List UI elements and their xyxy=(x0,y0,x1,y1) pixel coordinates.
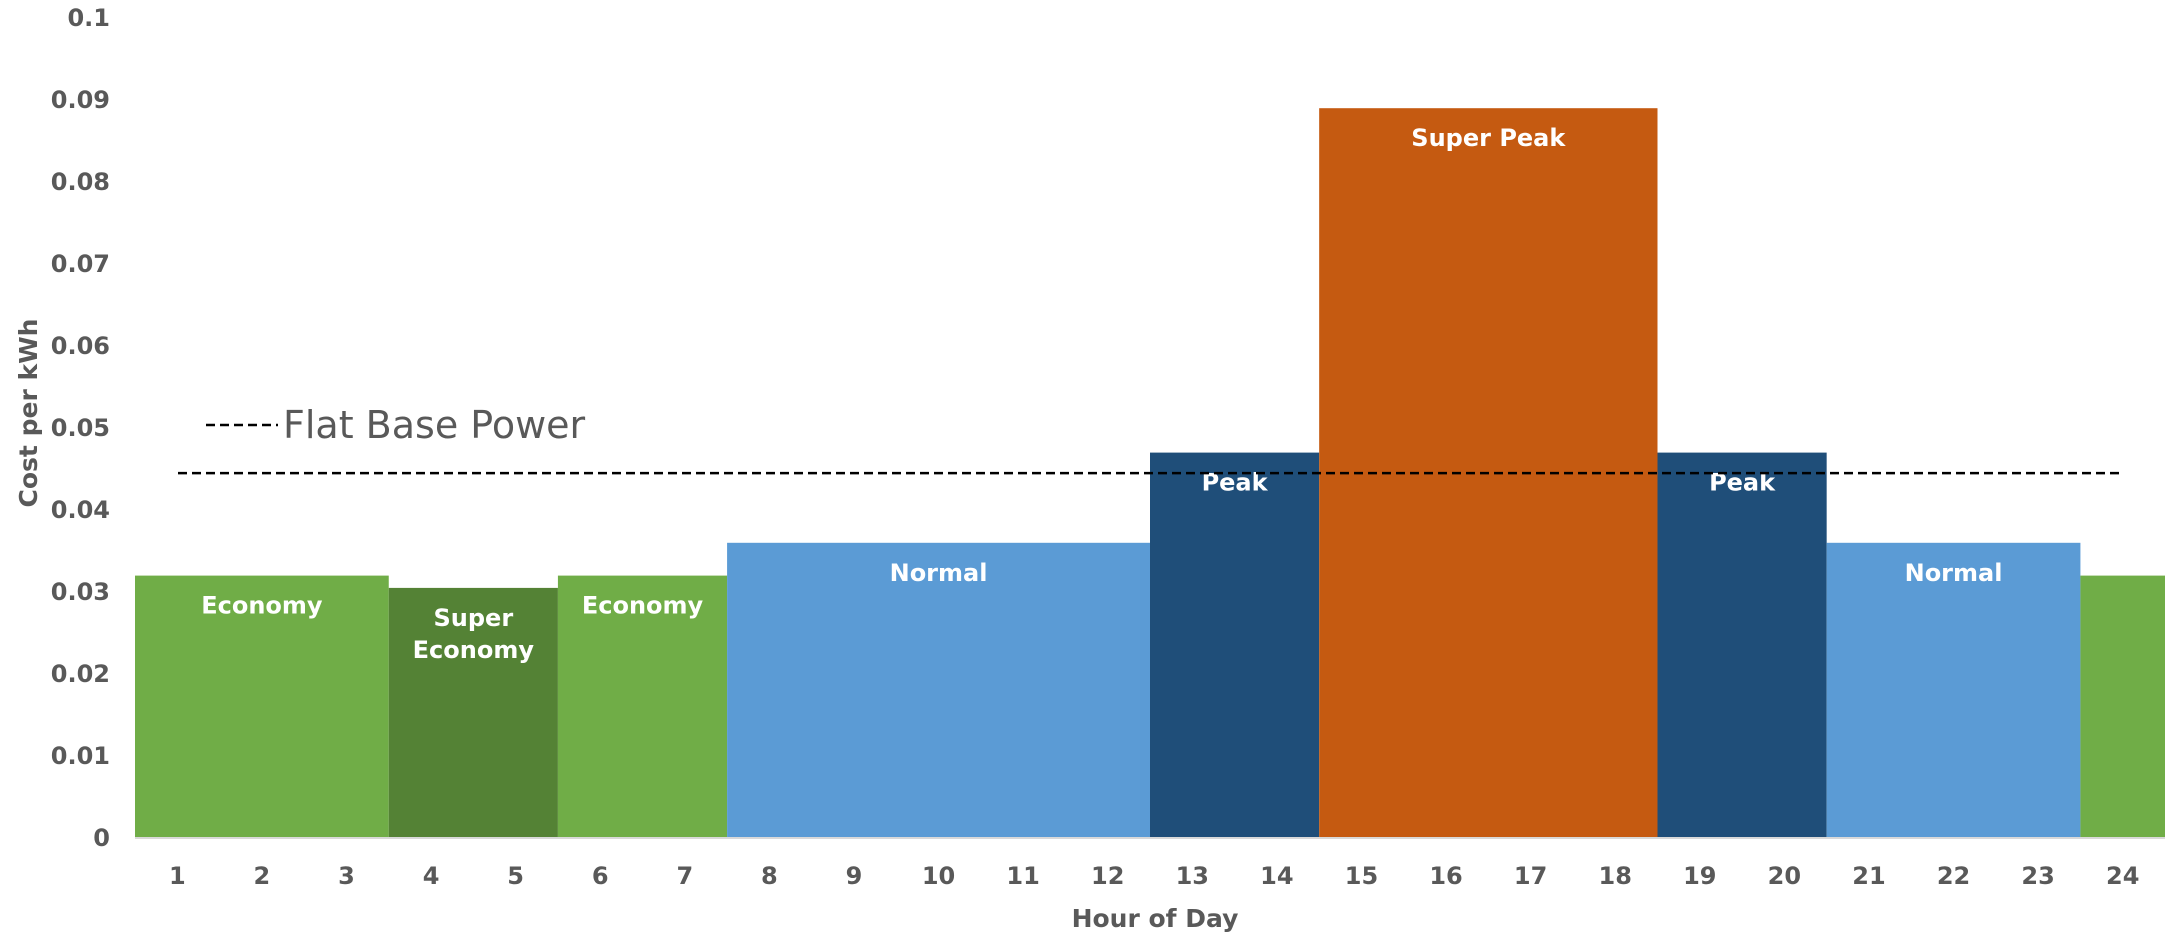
x-tick-label: 20 xyxy=(1768,862,1801,890)
band-label-2: Super Economy xyxy=(413,604,535,664)
band-labels: Economy Super EconomyEconomyNormalPeakSupe… xyxy=(201,124,2002,664)
x-tick-label: 16 xyxy=(1429,862,1462,890)
band-label-1: Economy xyxy=(201,592,323,620)
y-tick-label: 0.09 xyxy=(51,86,110,114)
x-tick-label: 12 xyxy=(1091,862,1124,890)
x-axis-title: Hour of Day xyxy=(1072,904,1239,933)
x-tick-label: 5 xyxy=(507,862,524,890)
x-tick-label: 8 xyxy=(761,862,778,890)
band-label-6: Super Peak xyxy=(1411,124,1566,152)
x-tick-labels: 1 2 3 4 5 6 7 8 9 10 11 12 13 14 15 16 17 18 19 20 21 22 23 24 xyxy=(169,862,2139,890)
y-tick-label: 0.1 xyxy=(67,4,110,32)
x-tick-label: 2 xyxy=(254,862,271,890)
band-label-4: Normal xyxy=(890,559,988,587)
x-tick-label: 17 xyxy=(1514,862,1547,890)
x-tick-label: 10 xyxy=(922,862,955,890)
x-tick-label: 6 xyxy=(592,862,609,890)
x-tick-label: 9 xyxy=(846,862,863,890)
y-tick-label: 0.04 xyxy=(51,496,110,524)
x-tick-label: 19 xyxy=(1683,862,1716,890)
x-tick-label: 18 xyxy=(1599,862,1632,890)
y-axis-title: Cost per kWh xyxy=(14,319,43,508)
band-bar-2 xyxy=(388,587,558,838)
y-tick-label: 0.08 xyxy=(51,168,110,196)
y-tick-label: 0 xyxy=(93,824,110,852)
x-tick-label: 1 xyxy=(169,862,186,890)
x-tick-label: 11 xyxy=(1006,862,1039,890)
y-tick-label: 0.05 xyxy=(51,414,110,442)
y-tick-label: 0.07 xyxy=(51,250,110,278)
x-tick-label: 3 xyxy=(338,862,355,890)
band-bar-9 xyxy=(2080,575,2165,838)
x-tick-label: 7 xyxy=(676,862,693,890)
band-bar-7 xyxy=(1657,452,1827,838)
legend-label-flat-base-power: Flat Base Power xyxy=(283,403,586,447)
band-bar-5 xyxy=(1150,452,1320,838)
x-tick-label: 24 xyxy=(2106,862,2139,890)
x-tick-label: 13 xyxy=(1176,862,1209,890)
band-bar-1 xyxy=(135,575,389,838)
x-tick-label: 23 xyxy=(2021,862,2054,890)
band-bar-3 xyxy=(557,575,728,838)
y-tick-label: 0.01 xyxy=(51,742,110,770)
x-tick-label: 4 xyxy=(423,862,440,890)
band-bar-8 xyxy=(1826,542,2081,838)
band-bar-4 xyxy=(727,542,1150,838)
x-tick-label: 21 xyxy=(1852,862,1885,890)
band-label-3: Economy xyxy=(582,592,704,620)
y-tick-label: 0.06 xyxy=(51,332,110,360)
x-tick-label: 22 xyxy=(1937,862,1970,890)
y-tick-label: 0.03 xyxy=(51,578,110,606)
legend: Flat Base Power xyxy=(206,403,586,447)
x-tick-label: 14 xyxy=(1260,862,1293,890)
y-tick-label: 0.02 xyxy=(51,660,110,688)
x-tick-label: 15 xyxy=(1345,862,1378,890)
y-tick-labels: 0 0.01 0.02 0.03 0.04 0.05 0.06 0.07 0.08 0.09 0.1 xyxy=(51,4,110,852)
band-label-8: Normal xyxy=(1905,559,2003,587)
